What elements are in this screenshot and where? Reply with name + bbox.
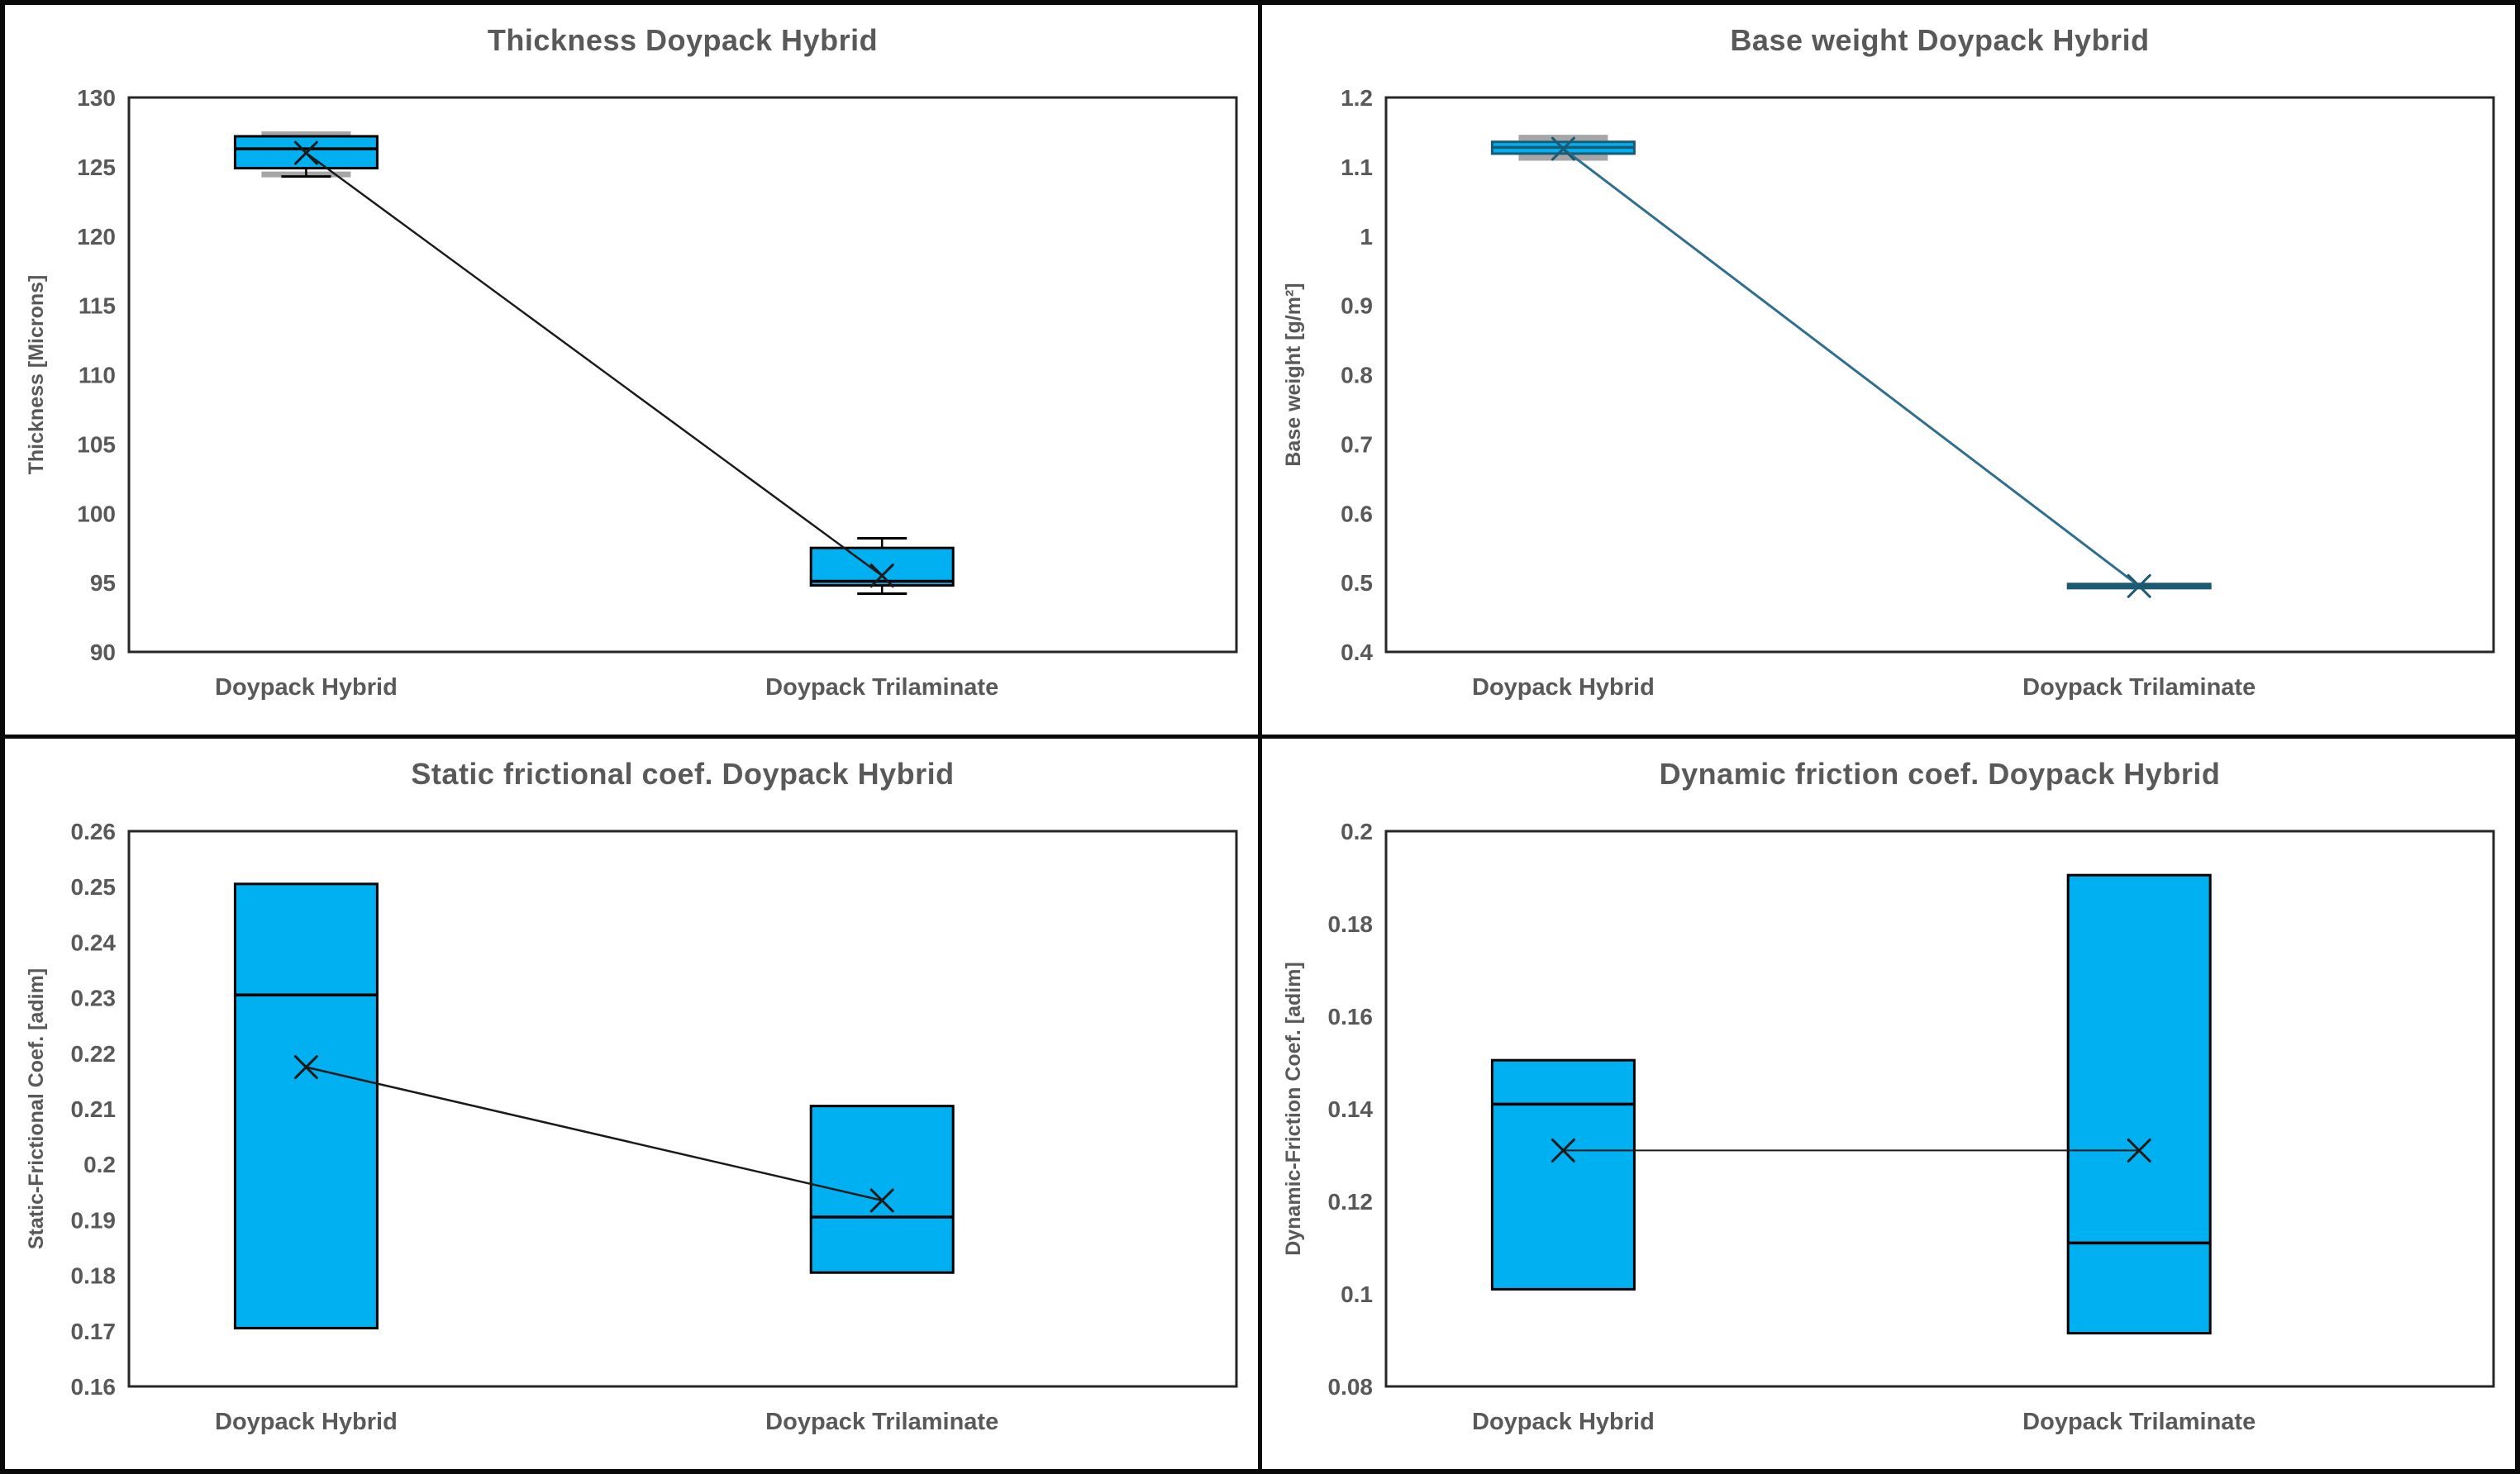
y-axis-title: Static-Frictional Coef. [adim] [25, 968, 48, 1249]
category-label: Doypack Hybrid [215, 674, 398, 701]
y-tick-label: 0.16 [1328, 1004, 1374, 1029]
plot-frame [1384, 96, 2495, 654]
mean-x-marker [869, 563, 894, 588]
y-tick-label: 110 [79, 363, 116, 388]
y-tick-label: 0.24 [71, 930, 117, 955]
mean-x-marker [293, 140, 318, 165]
y-tick-label: 0.5 [1341, 570, 1373, 596]
category-label: Doypack Trilaminate [765, 674, 998, 701]
y-tick-label: 0.22 [71, 1041, 117, 1067]
y-tick-label: 115 [79, 293, 116, 319]
mean-x-marker [2127, 573, 2151, 598]
category-label: Doypack Hybrid [215, 1409, 398, 1435]
y-tick-label: 120 [77, 224, 116, 250]
y-tick-label: 0.12 [1328, 1189, 1374, 1215]
plot-frame [127, 96, 1238, 654]
y-tick-label: 0.16 [71, 1374, 117, 1400]
category-label: Doypack Trilaminate [2022, 674, 2256, 701]
y-tick-label: 0.18 [1328, 911, 1374, 937]
y-tick-label: 0.2 [83, 1152, 116, 1177]
mean-x-marker [869, 1188, 894, 1213]
chart-panel-base-weight: 1.2 1.1 1 0.9 0.8 0.7 0.6 0.5 0.4 Base weight [g/… [1262, 5, 2515, 735]
chart-title-thickness: Thickness Doypack Hybrid [487, 23, 879, 57]
chart-title-static-friction: Static frictional coef. Doypack Hybrid [411, 757, 955, 791]
category-label: Doypack Trilaminate [2022, 1409, 2256, 1435]
category-label: Doypack Trilaminate [765, 1409, 998, 1435]
y-tick-label: 0.17 [71, 1319, 117, 1344]
static-friction-boxplot-canvas: 0.26 0.25 0.24 0.23 0.22 0.21 0.2 0.19 0.18 0.17 0… [25, 819, 1238, 1435]
box-doypack-trilaminate [2066, 873, 2212, 1335]
y-tick-label: 0.2 [1341, 819, 1373, 844]
box-doypack-hybrid [1490, 1058, 1636, 1291]
y-tick-label: 130 [77, 85, 116, 111]
y-tick-label: 0.18 [71, 1263, 117, 1289]
y-tick-label: 0.19 [71, 1207, 117, 1233]
chart-panel-thickness: 130 125 120 115 110 105 100 95 90 Thickness [Micr… [5, 5, 1258, 735]
y-tick-label: 0.21 [71, 1096, 117, 1122]
y-tick-label: 1.2 [1341, 85, 1373, 111]
mean-connector-line [305, 152, 883, 577]
box-doypack-trilaminate [809, 546, 955, 587]
box-doypack-hybrid [233, 882, 379, 1329]
y-tick-label: 100 [77, 501, 116, 526]
chart-panel-dynamic-friction: 0.2 0.18 0.16 0.14 0.12 0.1 0.08 Dynamic-Fricti… [1262, 739, 2515, 1469]
thickness-boxplot-canvas: 130 125 120 115 110 105 100 95 90 Thickness [Micr… [25, 85, 1238, 701]
mean-x-marker [2127, 1138, 2151, 1163]
y-tick-label: 0.6 [1341, 501, 1373, 526]
category-label: Doypack Hybrid [1472, 1409, 1655, 1435]
y-tick-label: 0.4 [1341, 640, 1373, 665]
y-tick-label: 0.08 [1328, 1374, 1374, 1400]
y-tick-label: 0.8 [1341, 363, 1373, 388]
base-weight-boxplot-canvas: 1.2 1.1 1 0.9 0.8 0.7 0.6 0.5 0.4 Base weight [g/… [1282, 85, 2495, 701]
y-tick-label: 1 [1360, 224, 1373, 250]
y-tick-label: 0.25 [71, 874, 117, 900]
y-tick-label: 0.23 [71, 986, 117, 1011]
y-axis-title: Thickness [Microns] [25, 275, 48, 475]
y-tick-label: 0.7 [1341, 431, 1373, 457]
chart-panel-static-friction: 0.26 0.25 0.24 0.23 0.22 0.21 0.2 0.19 0.18 0.17 0… [5, 739, 1258, 1469]
mean-x-marker [1551, 136, 1575, 161]
y-tick-label: 0.14 [1328, 1096, 1374, 1122]
mean-x-marker [1551, 1138, 1575, 1163]
y-tick-label: 0.26 [71, 819, 117, 844]
mean-connector-line [1562, 147, 2141, 587]
category-label: Doypack Hybrid [1472, 674, 1655, 701]
y-tick-label: 0.9 [1341, 293, 1373, 319]
y-tick-label: 0.1 [1341, 1281, 1373, 1307]
y-tick-label: 105 [77, 431, 116, 457]
y-axis-title: Dynamic-Friction Coef. [adim] [1282, 962, 1305, 1256]
dynamic-friction-boxplot-canvas: 0.2 0.18 0.16 0.14 0.12 0.1 0.08 Dynamic-Fricti… [1282, 819, 2495, 1435]
y-tick-label: 1.1 [1341, 155, 1373, 180]
y-axis-title: Base weight [g/m²] [1282, 283, 1305, 466]
y-tick-label: 95 [90, 570, 116, 596]
mean-x-marker [293, 1055, 318, 1080]
mean-connector-line [306, 1066, 883, 1202]
chart-title-dynamic-friction: Dynamic friction coef. Doypack Hybrid [1659, 757, 2221, 791]
y-tick-label: 90 [90, 640, 116, 665]
chart-title-base-weight: Base weight Doypack Hybrid [1730, 23, 2150, 57]
y-tick-label: 125 [77, 155, 116, 180]
